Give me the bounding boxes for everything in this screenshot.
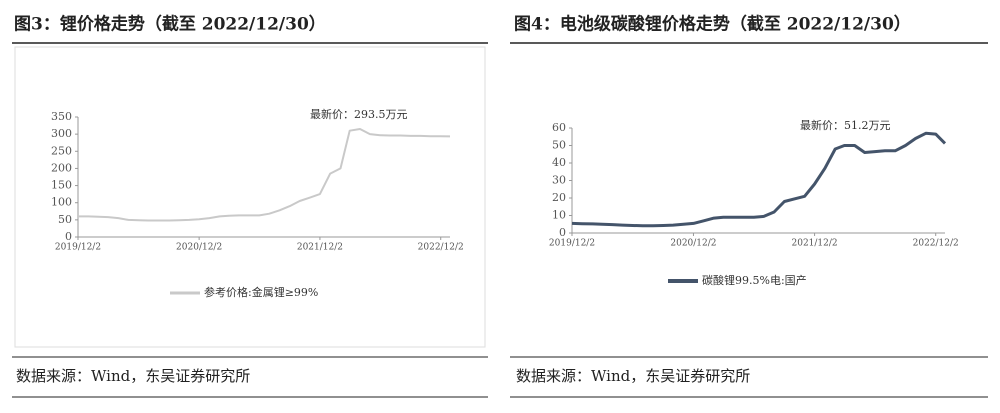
annotation: 最新价：51.2万元 [800,118,891,132]
y-tick-label: 200 [51,161,72,174]
x-tick-label: 2022/12/2 [913,239,959,249]
line [78,128,451,222]
chart-title: 图4：电池级碳酸锂价格走势（截至 2022/12/30） [514,14,911,35]
y-tick-label: 0 [65,230,72,243]
y-tick-label: 0 [559,226,566,239]
line [571,131,947,228]
source: 数据来源：Wind，东吴证券研究所 [16,367,250,385]
y-tick-label: 20 [552,191,566,204]
panel-frame [14,46,486,348]
legend-label: 碳酸锂99.5%电:国产 [702,273,807,287]
x-tick-label: 2020/12/2 [670,239,716,249]
x-tick-label: 2020/12/2 [176,243,222,253]
y-tick-label: 100 [51,196,72,209]
y-tick-label: 60 [552,121,566,134]
y-tick-label: 300 [51,127,72,140]
source: 数据来源：Wind，东吴证券研究所 [516,367,750,385]
y-tick-label: 350 [51,110,72,123]
y-tick-label: 40 [552,156,566,169]
y-tick-label: 50 [552,139,566,152]
x-tick-label: 2021/12/2 [297,243,343,253]
x-tick-label: 2019/12/2 [55,243,101,253]
x-tick-label: 2021/12/2 [792,239,838,249]
annotation: 最新价：293.5万元 [310,107,408,121]
y-tick-label: 250 [51,144,72,157]
legend-label: 参考价格:金属锂≥99% [204,285,318,299]
y-tick-label: 10 [552,209,566,222]
chart-title: 图3：锂价格走势（截至 2022/12/30） [14,14,326,35]
y-tick-label: 30 [552,174,566,187]
x-tick-label: 2019/12/2 [549,239,595,249]
y-tick-label: 150 [51,179,72,192]
x-tick-label: 2022/12/2 [418,243,464,253]
y-tick-label: 50 [58,213,72,226]
